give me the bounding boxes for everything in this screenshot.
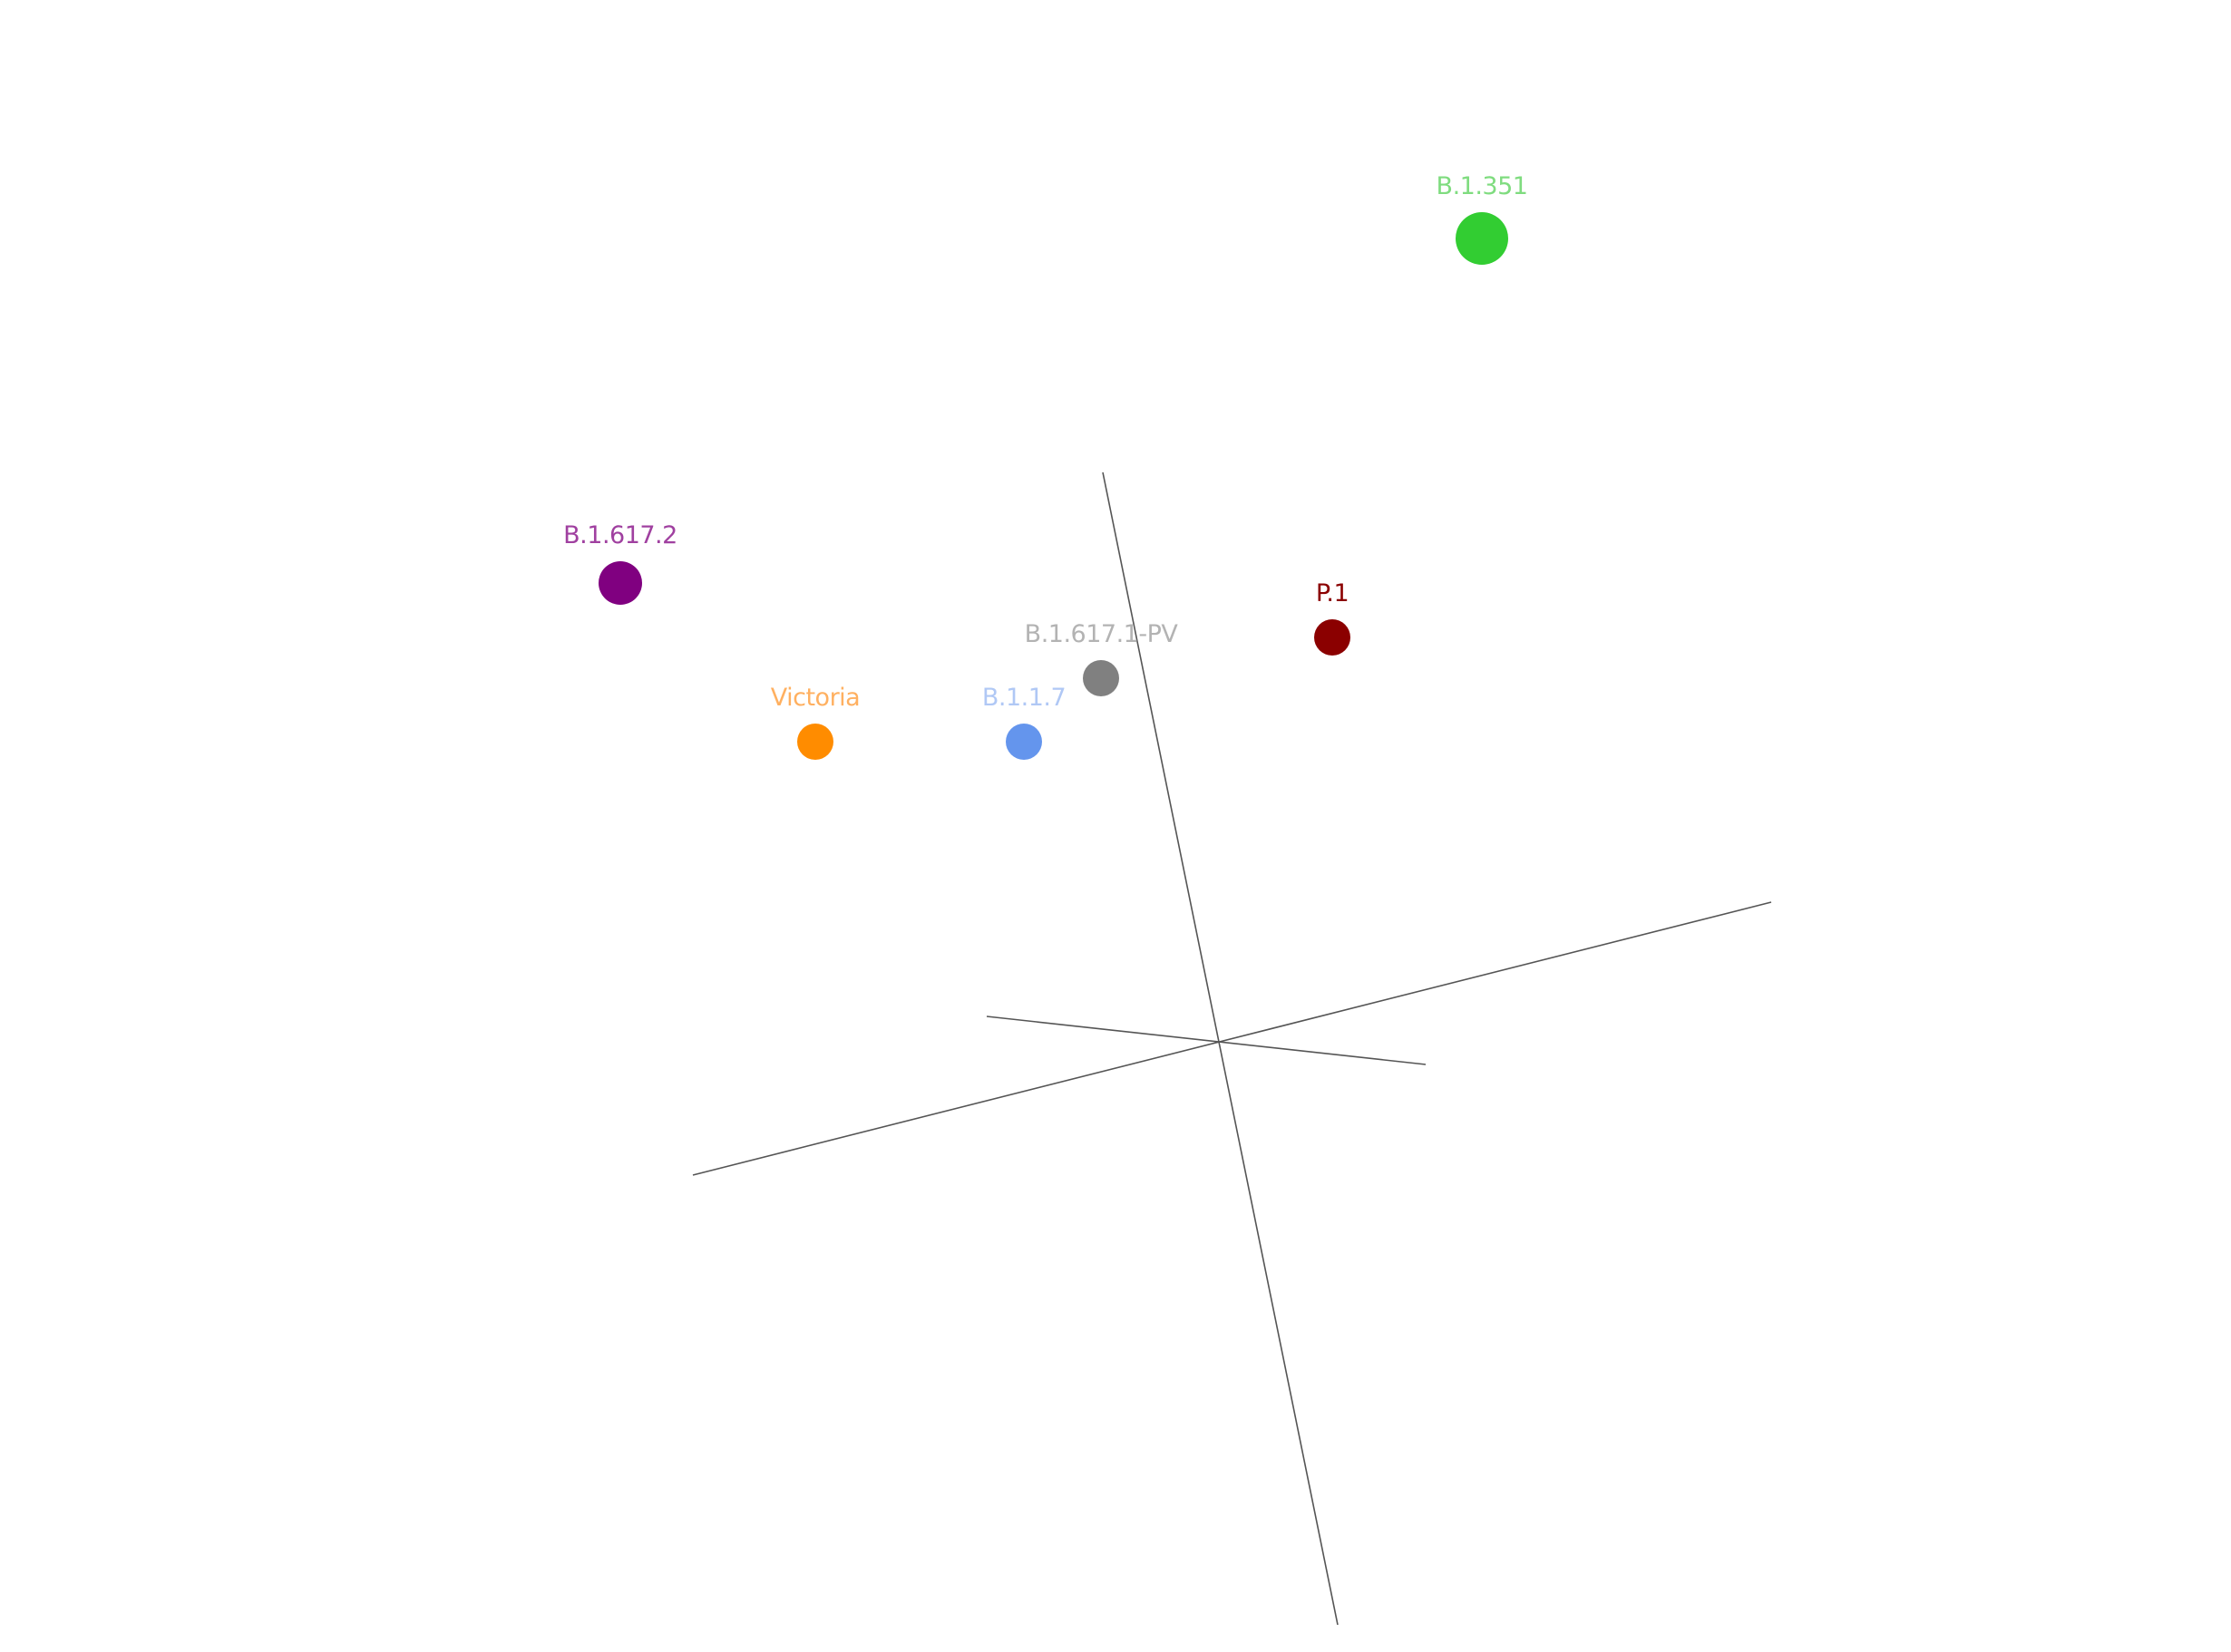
data-point-b-1-617-2 xyxy=(599,561,642,605)
data-label-victoria: Victoria xyxy=(771,684,860,712)
labels-group: B.1.351 B.1.617.2 P.1 B.1.617.1-PV Victoria B… xyxy=(563,172,1528,712)
axis-line-long xyxy=(692,901,1772,1176)
data-point-victoria xyxy=(797,724,833,760)
data-label-b-1-351: B.1.351 xyxy=(1437,172,1528,200)
axis-line-steep xyxy=(1102,471,1339,1626)
points-group xyxy=(599,212,1508,760)
data-label-b-1-617-1-pv: B.1.617.1-PV xyxy=(1025,620,1179,648)
data-point-b-1-617-1-pv xyxy=(1083,660,1119,696)
data-point-p-1 xyxy=(1314,619,1350,656)
data-point-b-1-1-7 xyxy=(1006,724,1042,760)
axes-group xyxy=(692,471,1772,1626)
data-point-b-1-351 xyxy=(1456,212,1508,265)
axis-line-short xyxy=(986,1015,1427,1065)
data-label-b-1-1-7: B.1.1.7 xyxy=(982,684,1066,712)
data-label-b-1-617-2: B.1.617.2 xyxy=(563,521,677,549)
data-label-p-1: P.1 xyxy=(1316,579,1349,607)
